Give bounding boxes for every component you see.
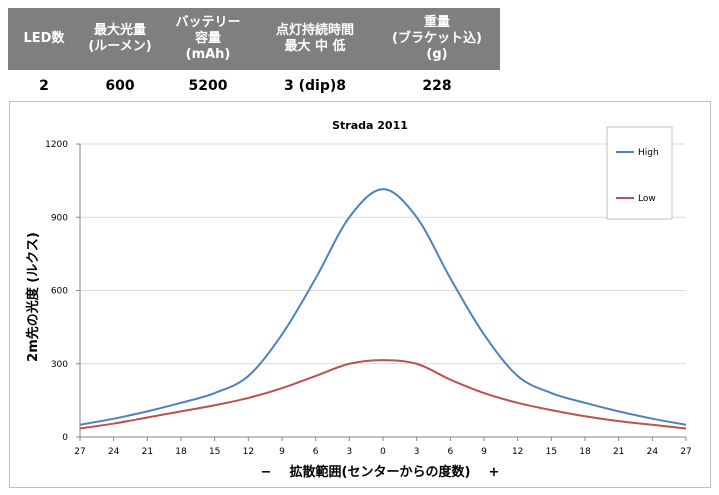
header-run-time: 点灯持続時間 最大 中 低 <box>256 8 374 70</box>
y-tick-label: 0 <box>62 433 68 443</box>
legend-label-low: Low <box>638 194 656 204</box>
x-tick-label: 24 <box>647 447 659 457</box>
x-tick-label: 12 <box>243 447 254 457</box>
x-tick-label: 27 <box>680 447 691 457</box>
x-tick-label: 24 <box>108 447 120 457</box>
y-tick-label: 1200 <box>45 140 68 150</box>
legend: High Low <box>606 126 673 220</box>
header-led-count: LED数 <box>8 8 80 70</box>
series-line-low <box>79 359 687 430</box>
lux-chart: Strada 2011 2m先の光度 (ルクス) − 拡散範囲(センターからの度… <box>25 119 692 480</box>
chart-title: Strada 2011 <box>332 119 408 132</box>
x-tick-label: 12 <box>512 447 523 457</box>
y-axis-label: 2m先の光度 (ルクス) <box>25 232 41 362</box>
x-tick-label: 3 <box>414 447 420 457</box>
value-led-count: 2 <box>39 78 49 94</box>
spec-header-row: LED数 最大光量 (ルーメン) バッテリー 容量 (mAh) 点灯持続時間 最… <box>8 8 500 70</box>
x-tick-label: 9 <box>279 447 285 457</box>
x-tick-label: 0 <box>380 447 386 457</box>
x-axis-label: − 拡散範囲(センターからの度数) + <box>261 464 500 480</box>
value-weight: 228 <box>422 78 452 94</box>
value-max-lumens: 600 <box>105 78 135 94</box>
x-tick-label: 18 <box>579 447 591 457</box>
x-tick-label: 21 <box>613 447 624 457</box>
x-tick-label: 15 <box>209 447 220 457</box>
spec-value-row: 2 600 5200 3 (dip)8 228 <box>8 70 500 96</box>
x-tick-label: 18 <box>175 447 187 457</box>
x-tick-label: 21 <box>142 447 153 457</box>
y-tick-label: 900 <box>51 213 68 223</box>
x-tick-label: 27 <box>74 447 85 457</box>
y-tick-label: 300 <box>51 360 68 370</box>
value-battery-capacity: 5200 <box>188 78 228 94</box>
chart-frame: Strada 2011 2m先の光度 (ルクス) − 拡散範囲(センターからの度… <box>9 101 711 488</box>
x-tick-label: 6 <box>447 447 453 457</box>
legend-label-high: High <box>638 148 659 158</box>
x-tick-label: 3 <box>346 447 352 457</box>
y-tick-label: 600 <box>51 287 68 297</box>
value-run-time: 3 (dip)8 <box>284 78 346 94</box>
header-weight: 重量 (ブラケット込) (g) <box>374 8 500 70</box>
header-battery-capacity: バッテリー 容量 (mAh) <box>160 8 256 70</box>
spec-table: LED数 最大光量 (ルーメン) バッテリー 容量 (mAh) 点灯持続時間 最… <box>8 8 500 96</box>
x-tick-label: 9 <box>481 447 487 457</box>
legend-box <box>606 126 673 220</box>
series-line-high <box>79 188 687 426</box>
header-max-lumens: 最大光量 (ルーメン) <box>80 8 160 70</box>
x-tick-label: 6 <box>313 447 319 457</box>
x-tick-label: 15 <box>546 447 557 457</box>
